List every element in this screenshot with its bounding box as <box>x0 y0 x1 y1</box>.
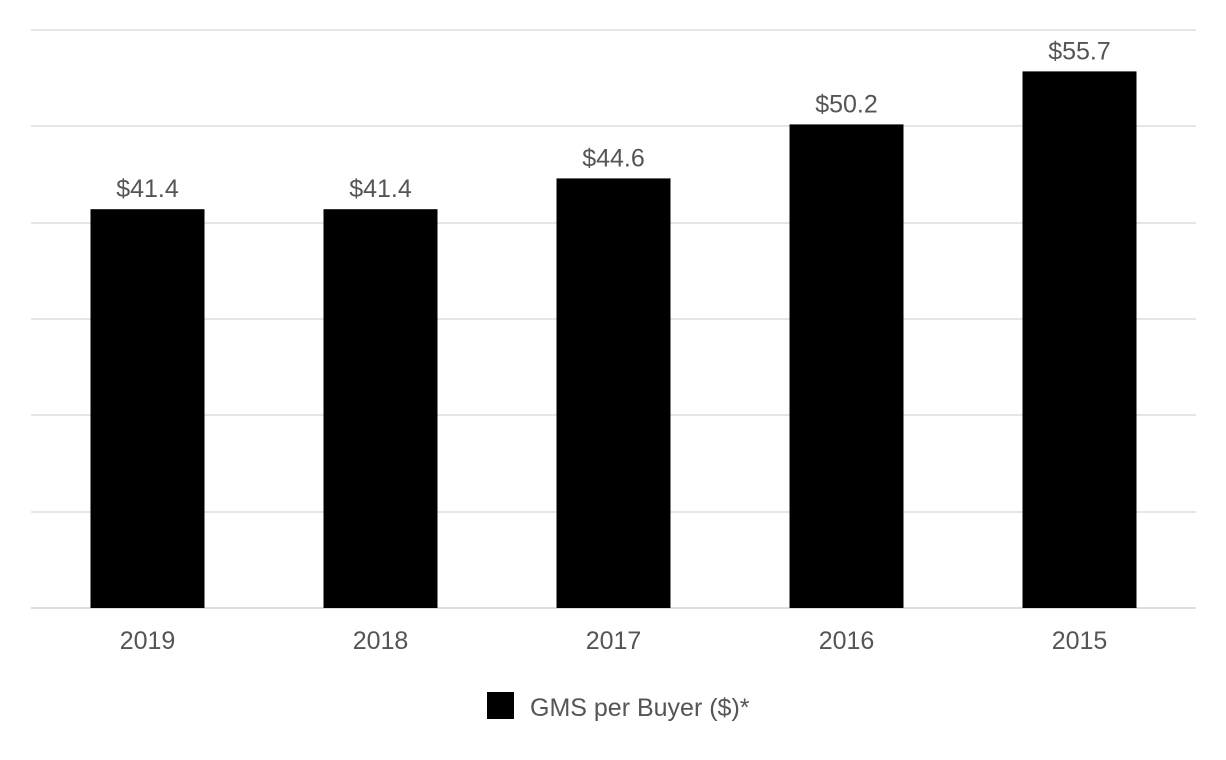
x-tick-label-2019: 2019 <box>120 627 176 655</box>
x-tick-label-2018: 2018 <box>353 627 409 655</box>
bar-2018 <box>323 209 438 608</box>
data-label-2017: $44.6 <box>582 144 645 172</box>
data-label-2018: $41.4 <box>349 175 412 203</box>
bars <box>90 71 1137 609</box>
bar-2016 <box>789 124 904 609</box>
bar-2015 <box>1022 71 1137 608</box>
legend: GMS per Buyer ($)* <box>487 692 750 722</box>
x-tick-label-2017: 2017 <box>586 627 642 655</box>
x-axis-ticks: 2019 2018 2017 2016 2015 <box>120 627 1108 655</box>
data-label-2016: $50.2 <box>815 90 878 118</box>
data-label-2019: $41.4 <box>116 175 179 203</box>
data-labels: $41.4 $41.4 $44.6 $50.2 $55.7 <box>116 37 1111 203</box>
legend-label: GMS per Buyer ($)* <box>530 694 750 722</box>
x-tick-label-2016: 2016 <box>819 627 875 655</box>
legend-swatch <box>487 692 514 719</box>
x-tick-label-2015: 2015 <box>1052 627 1108 655</box>
data-label-2015: $55.7 <box>1048 37 1111 65</box>
bar-2017 <box>556 178 671 608</box>
bar-2019 <box>90 209 205 608</box>
